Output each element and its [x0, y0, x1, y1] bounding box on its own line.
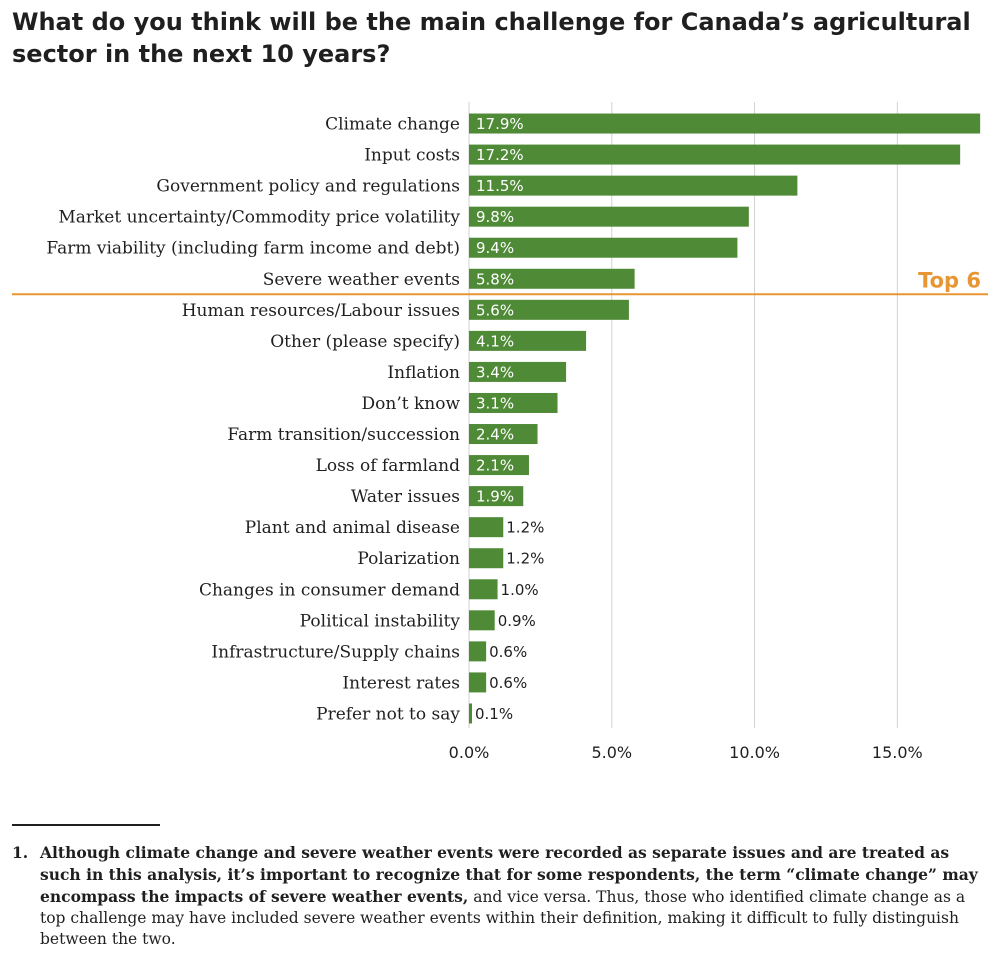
bar [469, 455, 529, 476]
chart-title: What do you think will be the main chall… [12, 8, 971, 68]
x-tick-label: 0.0% [449, 743, 490, 762]
category-label: Input costs [364, 146, 460, 166]
bar [469, 206, 749, 227]
data-label: 0.9% [498, 612, 536, 630]
footnote: 1. Although climate change and severe we… [12, 842, 987, 950]
data-label: 1.9% [476, 488, 514, 506]
bar [469, 641, 487, 662]
data-label: 3.1% [476, 394, 514, 412]
category-label: Human resources/Labour issues [182, 301, 460, 321]
data-label: 9.4% [476, 239, 514, 257]
footnote-number: 1. [12, 843, 29, 862]
footnote-body: Although climate change and severe weath… [40, 842, 987, 950]
category-label: Infrastructure/Supply chains [211, 642, 460, 662]
data-label: 9.8% [476, 208, 514, 226]
x-tick-label: 5.0% [591, 743, 632, 762]
gridlines [468, 102, 898, 728]
bar [469, 175, 798, 196]
x-tick-label: 10.0% [729, 743, 780, 762]
category-label: Prefer not to say [316, 704, 460, 724]
top-6-cutoff: Top 6 [12, 268, 988, 296]
bar [469, 144, 961, 165]
data-label: 17.2% [476, 146, 524, 164]
category-label: Other (please specify) [270, 332, 460, 352]
data-label: 1.2% [506, 519, 544, 537]
category-label: Government policy and regulations [156, 177, 460, 197]
x-axis-ticks: 0.0% 5.0% 10.0% 15.0% [449, 743, 923, 762]
category-label: Farm viability (including farm income an… [46, 239, 460, 259]
x-tick-label: 15.0% [872, 743, 923, 762]
data-label: 2.1% [476, 457, 514, 475]
data-label: 0.6% [489, 643, 527, 661]
bar [469, 486, 524, 507]
category-label: Farm transition/succession [227, 425, 460, 445]
data-label: 1.2% [506, 550, 544, 568]
bar [469, 610, 495, 631]
data-label: 3.4% [476, 363, 514, 381]
category-label: Climate change [325, 115, 460, 135]
bar [469, 299, 629, 320]
bar [469, 237, 738, 258]
data-label: 4.1% [476, 332, 514, 350]
footnote-text: and vice versa. Thus, those who identifi… [40, 888, 966, 948]
footnote-bold-text: Although climate change and severe weath… [40, 843, 978, 906]
category-label: Changes in consumer demand [199, 580, 460, 600]
category-label: Inflation [387, 363, 460, 383]
category-label: Plant and animal disease [245, 518, 460, 538]
footnote-divider [12, 824, 160, 826]
category-label: Political instability [300, 611, 461, 631]
bar [469, 548, 504, 569]
category-label: Water issues [351, 487, 460, 507]
category-label: Loss of farmland [316, 456, 461, 476]
bar [469, 703, 472, 724]
data-label: 2.4% [476, 426, 514, 444]
bar [469, 672, 487, 693]
bar [469, 579, 498, 600]
cutoff-label: Top 6 [918, 268, 981, 292]
category-label: Polarization [357, 549, 460, 569]
bar-chart: 17.9% 17.2% 11.5% 9.8% 9.4% 5.8% 5.6% 4.1% 3.4% 3… [12, 102, 988, 762]
category-labels: Climate change Input costs Government poli… [46, 115, 460, 725]
data-label: 5.8% [476, 270, 514, 288]
category-label: Severe weather events [263, 270, 460, 290]
data-label: 11.5% [476, 177, 524, 195]
data-label: 5.6% [476, 301, 514, 319]
category-label: Interest rates [342, 673, 460, 693]
category-label: Market uncertainty/Commodity price volat… [58, 208, 460, 228]
data-label: 17.9% [476, 115, 524, 133]
bar [469, 361, 567, 382]
data-label: 1.0% [501, 581, 539, 599]
bars: 17.9% 17.2% 11.5% 9.8% 9.4% 5.8% 5.6% 4.1% 3.4% 3… [469, 113, 981, 724]
data-label: 0.1% [475, 705, 513, 723]
bar [469, 113, 981, 134]
data-label: 0.6% [489, 674, 527, 692]
bar [469, 392, 558, 413]
bar [469, 268, 635, 289]
bar [469, 330, 587, 351]
bar [469, 517, 504, 538]
category-label: Don’t know [362, 394, 461, 414]
bar [469, 424, 538, 445]
